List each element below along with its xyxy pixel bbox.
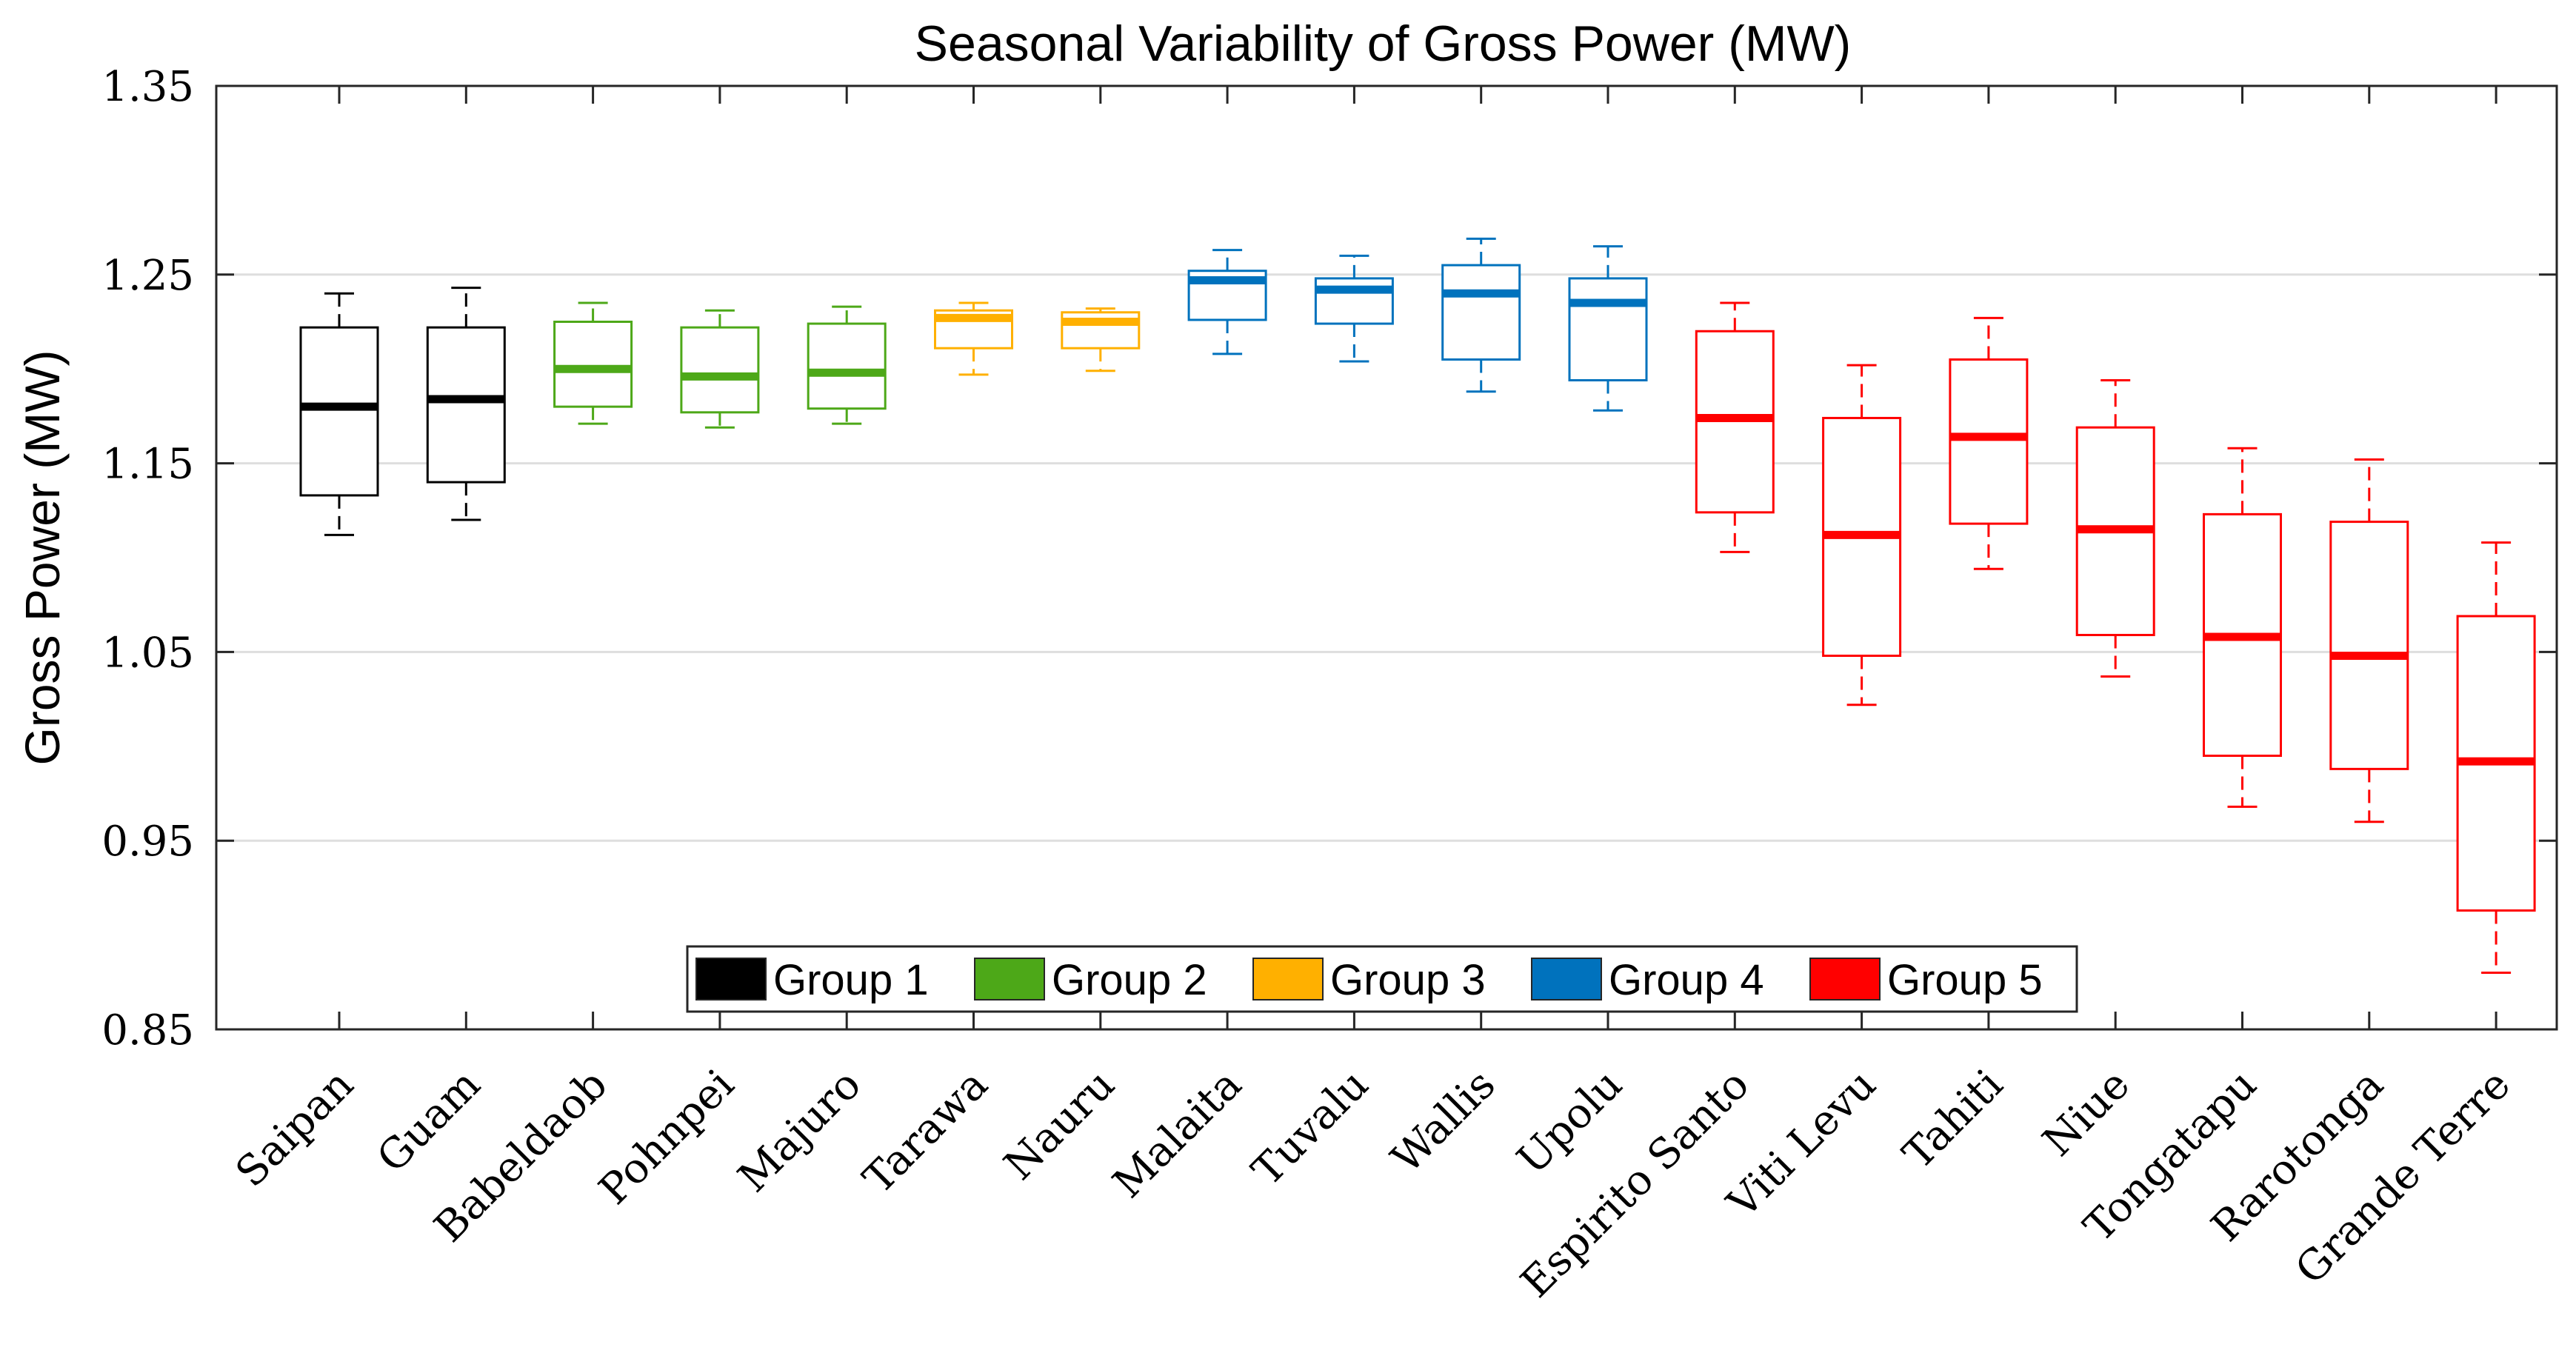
- iqr-box: [426, 326, 506, 484]
- legend-swatch-group-2: [974, 958, 1045, 1000]
- box-guam: [426, 287, 506, 521]
- axis-ticks: [216, 84, 2557, 1031]
- y-tick-label: 1.25: [101, 252, 194, 300]
- box-upolu: [1568, 245, 1648, 412]
- y-tick-label: 0.85: [101, 1006, 194, 1055]
- box-tarawa: [934, 301, 1013, 376]
- plot-area-frame: [215, 84, 2558, 1031]
- legend-label-group-2: Group 2: [1052, 956, 1207, 1004]
- iqr-box: [2329, 521, 2409, 770]
- box-saipan: [299, 292, 379, 536]
- box-tongatapu: [2203, 447, 2282, 808]
- y-tick-label: 1.35: [101, 63, 194, 111]
- legend-swatch-group-4: [1531, 958, 1602, 1000]
- legend-swatch-group-3: [1252, 958, 1324, 1000]
- legend-label-group-5: Group 5: [1887, 956, 2043, 1004]
- grid-lines: [216, 273, 2557, 842]
- box-wallis: [1441, 237, 1521, 393]
- iqr-box: [299, 326, 379, 497]
- iqr-box: [1949, 358, 2029, 525]
- iqr-box: [1314, 277, 1394, 325]
- box-pohnpei: [680, 309, 760, 429]
- iqr-box: [1568, 277, 1648, 381]
- box-tahiti: [1949, 316, 2029, 570]
- legend-swatch-group-5: [1809, 958, 1881, 1000]
- legend-label-group-1: Group 1: [773, 956, 929, 1004]
- box-espirito-santo: [1695, 301, 1775, 553]
- box-grande-terre: [2456, 541, 2536, 975]
- legend: Group 1 Group 2 Group 3 Group 4 Group 5: [686, 945, 2078, 1013]
- legend-label-group-4: Group 4: [1609, 956, 1764, 1004]
- legend-label-group-3: Group 3: [1330, 956, 1486, 1004]
- box-viti-levu: [1822, 364, 1902, 706]
- box-majuro: [807, 305, 887, 425]
- iqr-box: [553, 321, 633, 408]
- legend-swatch-group-1: [695, 958, 767, 1000]
- box-babeldaob: [553, 301, 633, 425]
- chart-title: Seasonal Variability of Gross Power (MW): [915, 16, 1852, 72]
- box-rarotonga: [2329, 458, 2409, 824]
- box-nauru: [1061, 307, 1141, 373]
- iqr-box: [1441, 264, 1521, 361]
- box-tuvalu: [1314, 254, 1394, 363]
- box-niue: [2075, 378, 2155, 678]
- box-malaita: [1187, 249, 1267, 355]
- y-tick-label: 0.95: [101, 818, 194, 866]
- iqr-box: [680, 326, 760, 414]
- box-series: [299, 237, 2536, 975]
- y-tick-label: 1.05: [101, 629, 194, 677]
- iqr-box: [807, 322, 887, 410]
- y-axis-label: Gross Power (MW): [15, 350, 70, 766]
- y-tick-label: 1.15: [101, 441, 194, 489]
